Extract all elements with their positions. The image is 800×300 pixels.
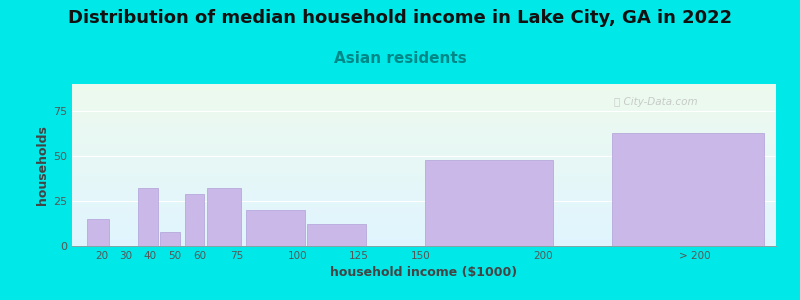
X-axis label: household income ($1000): household income ($1000): [330, 266, 518, 279]
Text: Distribution of median household income in Lake City, GA in 2022: Distribution of median household income …: [68, 9, 732, 27]
Bar: [426, 160, 553, 246]
Bar: [185, 194, 205, 246]
Bar: [307, 224, 366, 246]
Bar: [207, 188, 242, 246]
Bar: [612, 133, 764, 246]
Text: Asian residents: Asian residents: [334, 51, 466, 66]
Bar: [86, 219, 109, 246]
Bar: [160, 232, 180, 246]
Text: ⓘ City-Data.com: ⓘ City-Data.com: [614, 97, 698, 107]
Bar: [246, 210, 305, 246]
Y-axis label: households: households: [36, 125, 49, 205]
Bar: [138, 188, 158, 246]
